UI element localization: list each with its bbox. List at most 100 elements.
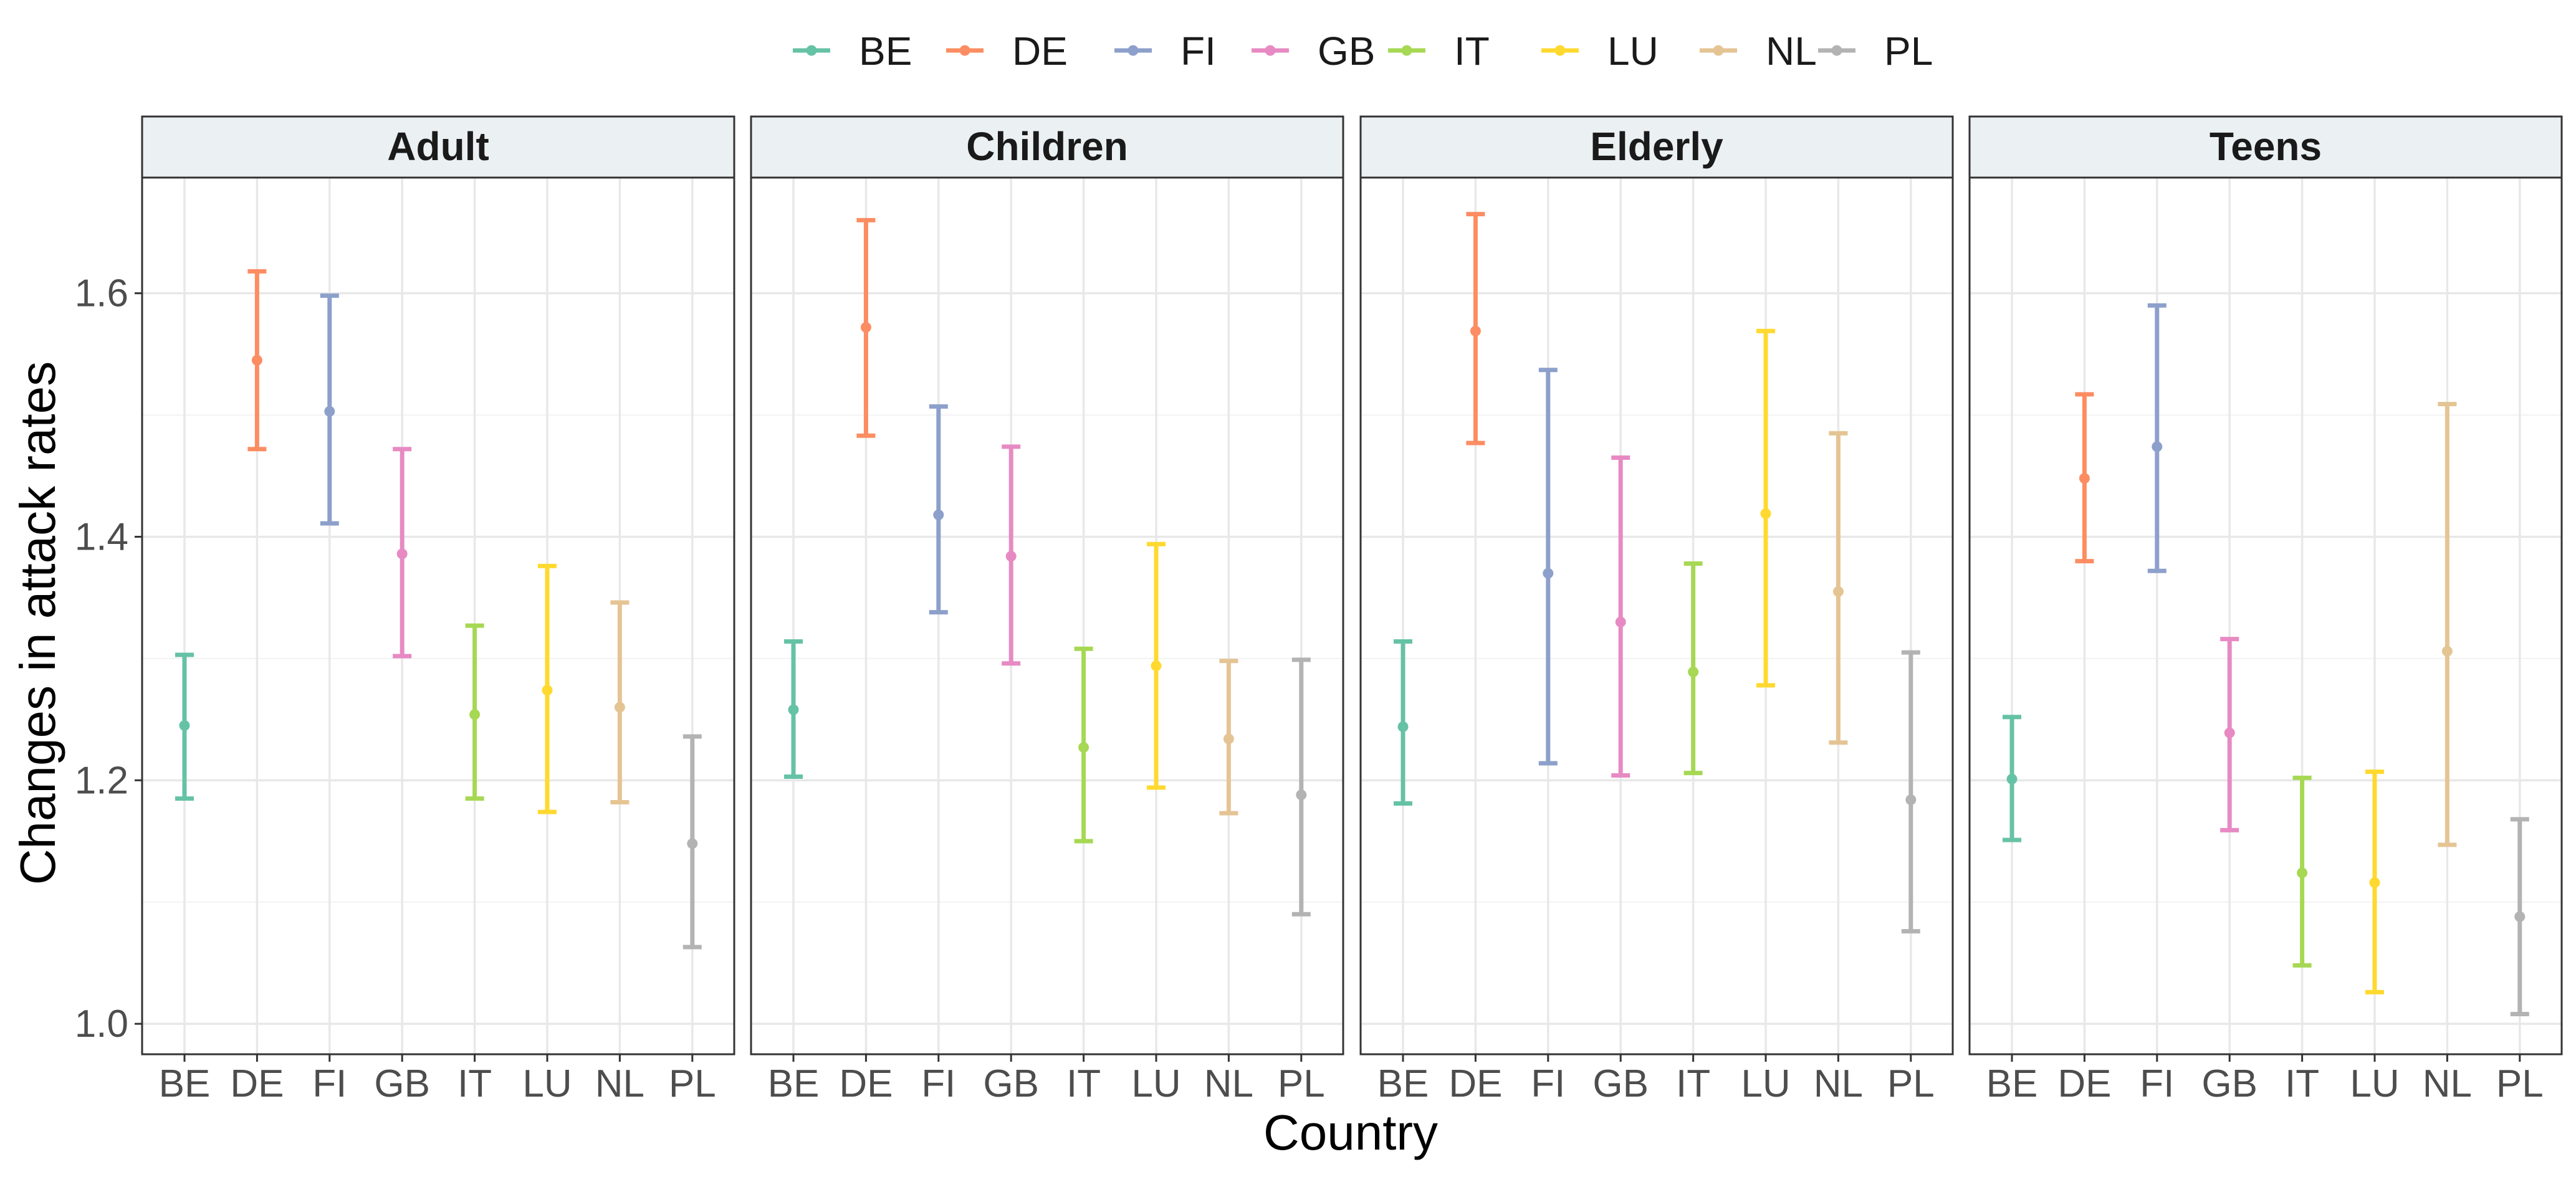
errorbar-be (2003, 715, 2021, 842)
errorbar-nl (1829, 431, 1848, 745)
x-tick-label: GB (983, 1062, 1039, 1105)
point-estimate (1760, 508, 1771, 519)
legend-key-point (959, 45, 970, 56)
x-tick-label: NL (1814, 1062, 1863, 1105)
point-estimate (2224, 727, 2235, 738)
errorbar-pl (682, 734, 702, 950)
legend-key-point (1128, 45, 1139, 56)
errorbar-lu (2365, 770, 2384, 994)
legend-label: IT (1454, 29, 1490, 74)
point-estimate (251, 355, 262, 366)
x-tick-label: PL (1887, 1062, 1935, 1105)
legend-label: FI (1180, 29, 1216, 74)
facet-strip (141, 115, 735, 179)
point-estimate (179, 720, 190, 731)
x-tick-label: LU (1741, 1062, 1790, 1105)
point-estimate (2006, 773, 2018, 784)
point-estimate (1078, 742, 1089, 753)
errorbar-gb (393, 447, 412, 659)
x-tick-label: DE (230, 1062, 284, 1105)
errorbar-nl (1219, 659, 1238, 816)
facet-strip-label: Teens (2210, 124, 2322, 169)
x-tick-label: NL (1204, 1062, 1253, 1105)
errorbar-pl (2510, 817, 2529, 1017)
x-tick-label: DE (1448, 1062, 1502, 1105)
x-tick-label: FI (921, 1062, 955, 1105)
point-estimate (933, 509, 944, 520)
x-tick-label: FI (312, 1062, 347, 1105)
point-estimate (1397, 721, 1409, 732)
errorbar-be (175, 652, 194, 801)
facet-panel-adult: Adult BE DE FI GB IT LU NL PL (141, 115, 735, 1105)
point-estimate (860, 322, 871, 333)
legend-label: DE (1012, 29, 1068, 74)
errorbar-gb (1611, 455, 1630, 778)
x-tick-label: DE (839, 1062, 893, 1105)
point-estimate (1151, 660, 1162, 672)
point-estimate (1223, 733, 1234, 745)
x-tick-label: DE (2057, 1062, 2111, 1105)
errorbar-de (2075, 392, 2094, 564)
point-estimate (1470, 325, 1481, 336)
x-tick-label: GB (2201, 1062, 2258, 1105)
x-tick-label: BE (159, 1062, 211, 1105)
errorbar-it (2292, 775, 2312, 968)
legend-key-point (1265, 45, 1276, 56)
y-axis: 1.0 1.2 1.4 1.6 (75, 272, 142, 1046)
y-axis-title: Changes in attack rates (10, 361, 65, 885)
point-estimate (2079, 473, 2090, 484)
point-estimate (1005, 551, 1017, 562)
errorbar-lu (1147, 541, 1166, 790)
errorbar-pl (1291, 657, 1311, 917)
errorbar-de (1466, 212, 1485, 446)
facet-panel-teens: Teens BE DE FI GB IT LU NL PL (1968, 115, 2563, 1105)
errorbar-gb (2220, 637, 2239, 832)
y-tick-label: 1.4 (75, 515, 128, 558)
legend-key-point (1401, 45, 1412, 56)
facet-strip (1968, 115, 2563, 179)
legend-item-gb: GB (1252, 29, 1375, 74)
point-estimate (396, 548, 408, 560)
x-tick-label: IT (2285, 1062, 2319, 1105)
facet-panel-elderly: Elderly BE DE FI GB IT LU NL PL (1359, 115, 1954, 1105)
facet-strip-label: Elderly (1590, 124, 1723, 169)
point-estimate (2514, 911, 2526, 922)
point-estimate (1543, 568, 1554, 579)
x-tick-label: PL (669, 1062, 716, 1105)
errorbar-gb (1002, 444, 1021, 666)
y-tick-label: 1.6 (75, 272, 128, 315)
errorbar-it (1683, 561, 1703, 776)
errorbar-de (856, 217, 876, 438)
errorbar-nl (2438, 401, 2457, 847)
point-estimate (2441, 646, 2453, 657)
errorbar-it (465, 623, 484, 801)
errorbar-be (1394, 639, 1412, 806)
point-estimate (2369, 877, 2380, 888)
point-estimate (542, 685, 553, 696)
errorbar-it (1074, 646, 1093, 844)
legend-item-lu: LU (1541, 29, 1659, 74)
panel-border (1359, 176, 1954, 1055)
x-tick-label: LU (1131, 1062, 1180, 1105)
legend-label: PL (1884, 29, 1933, 74)
x-tick-label: PL (1278, 1062, 1325, 1105)
x-tick-label: PL (2496, 1062, 2544, 1105)
errorbar-fi (2147, 303, 2167, 573)
point-estimate (324, 406, 335, 417)
x-tick-label: BE (1377, 1062, 1429, 1105)
point-estimate (2297, 867, 2308, 879)
point-estimate (469, 709, 481, 720)
facet-strip (750, 115, 1344, 179)
facet-strip-label: Adult (387, 124, 489, 169)
y-tick-label: 1.2 (75, 759, 128, 802)
point-estimate (1688, 666, 1699, 677)
legend: BE DE FI GB IT LU NL PL (793, 29, 1933, 74)
point-estimate (614, 702, 625, 713)
legend-item-fi: FI (1114, 29, 1216, 74)
legend-item-it: IT (1388, 29, 1490, 74)
legend-key-point (1831, 45, 1842, 56)
panel-border (141, 176, 735, 1055)
legend-label: GB (1318, 29, 1375, 74)
